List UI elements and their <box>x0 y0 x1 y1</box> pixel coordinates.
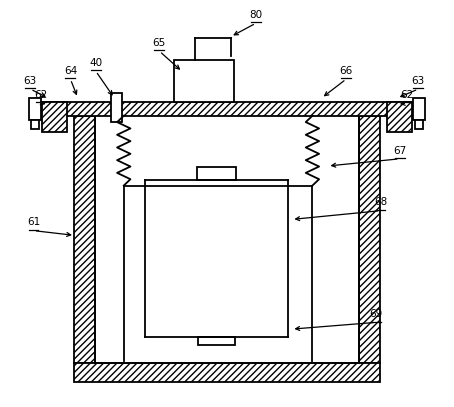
Bar <box>42 102 67 132</box>
Bar <box>111 93 122 122</box>
Text: 69: 69 <box>370 309 383 319</box>
Bar <box>31 120 39 129</box>
Bar <box>197 167 236 179</box>
Bar <box>74 116 95 363</box>
Bar <box>387 102 412 132</box>
Bar <box>42 102 412 116</box>
Text: 67: 67 <box>393 146 406 155</box>
Bar <box>29 98 40 120</box>
Text: 40: 40 <box>89 58 102 68</box>
Text: 63: 63 <box>24 76 37 86</box>
Bar <box>359 116 380 363</box>
Bar <box>415 120 423 129</box>
Bar <box>414 98 425 120</box>
Bar <box>95 116 359 363</box>
Text: 61: 61 <box>27 217 40 228</box>
Text: 80: 80 <box>249 10 262 20</box>
Bar <box>173 60 234 102</box>
Bar <box>197 337 236 345</box>
Text: 64: 64 <box>64 66 77 76</box>
Text: 65: 65 <box>153 38 166 48</box>
Text: 62: 62 <box>35 90 48 100</box>
Text: 63: 63 <box>412 76 425 86</box>
Text: 62: 62 <box>400 90 414 100</box>
Text: 68: 68 <box>374 197 387 208</box>
Bar <box>74 363 380 382</box>
Text: 66: 66 <box>340 66 353 76</box>
